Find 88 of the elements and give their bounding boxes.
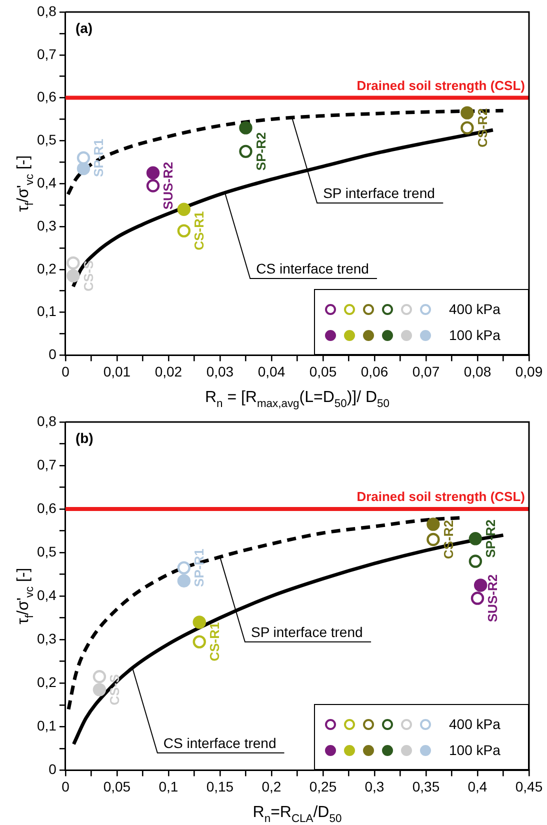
point <box>66 256 80 270</box>
point <box>239 144 252 158</box>
point <box>66 269 80 282</box>
ref-line-label: Drained soil strength (CSL) <box>356 78 525 93</box>
y-tick-label: 0,2 <box>36 260 57 276</box>
x-tick-label: 0,06 <box>360 363 388 380</box>
x-tick-label: 0,03 <box>206 363 234 380</box>
point <box>177 202 191 216</box>
x-tick-label: 0,04 <box>258 363 286 380</box>
y-axis-title: τf/σ'vc [-] <box>15 155 36 212</box>
x-tick-label: 0,2 <box>262 778 282 794</box>
point <box>146 179 160 192</box>
x-tick-label: 0,4 <box>468 778 488 794</box>
y-tick-label: 0 <box>48 346 57 362</box>
y-tick-label: 0,7 <box>36 46 57 62</box>
y-tick-label: 0,2 <box>36 674 57 690</box>
x-tick-label: 0,02 <box>154 363 182 380</box>
legend-label: 400 kPa <box>449 716 500 732</box>
point <box>468 554 482 568</box>
annotation: CS interface trend <box>163 734 276 751</box>
point <box>92 670 106 684</box>
x-tick-label: 0,3 <box>364 778 384 794</box>
point <box>146 166 160 180</box>
y-tick-label: 0,3 <box>36 217 57 234</box>
x-tick-label: 0 <box>62 363 70 380</box>
x-tick-label: 0,15 <box>206 778 234 794</box>
x-tick-label: 0,09 <box>515 363 543 380</box>
legend-label: 100 kPa <box>449 327 500 344</box>
x-tick-label: 0,05 <box>103 778 131 794</box>
point <box>76 162 90 176</box>
text: (a) <box>75 20 93 36</box>
point <box>460 106 474 120</box>
point <box>192 616 206 629</box>
annotation: CS interface trend <box>256 260 369 276</box>
annotation: SP interface trend <box>250 624 363 640</box>
y-tick-label: 0,7 <box>36 456 57 472</box>
y-tick-label: 0,8 <box>36 2 57 19</box>
annotation: CS-R2 <box>474 108 490 148</box>
point <box>192 635 206 648</box>
annotation: CS-S <box>80 260 96 292</box>
x-tick-label: 0,35 <box>412 778 440 794</box>
x-tick-label: 0 <box>62 778 70 794</box>
y-tick-label: 0,5 <box>36 543 57 560</box>
point <box>92 683 106 696</box>
x-tick-label: 0,45 <box>515 778 543 794</box>
y-tick-label: 0,6 <box>36 88 57 105</box>
y-tick-label: 0 <box>48 761 57 778</box>
x-tick-label: 0,05 <box>309 363 337 380</box>
point <box>76 151 90 164</box>
y-tick-label: 0,1 <box>36 718 57 734</box>
annotation: CS-R1 <box>206 622 222 662</box>
annotation: SP interface trend <box>323 184 435 201</box>
annotation: SP-R2 <box>483 520 498 558</box>
x-tick-label: 0,25 <box>309 778 337 794</box>
point <box>177 561 191 574</box>
point <box>177 574 191 588</box>
point <box>177 224 191 238</box>
point <box>460 121 474 134</box>
y-tick-label: 0,4 <box>36 174 57 190</box>
y-tick-label: 0,8 <box>36 412 57 429</box>
legend-label: 400 kPa <box>449 301 500 318</box>
annotation: SP-R1 <box>91 138 106 178</box>
annotation: CS-R1 <box>192 211 206 250</box>
x-tick-label: 0,01 <box>103 363 131 380</box>
x-tick-label: 0,07 <box>412 363 440 380</box>
annotation: CS-R2 <box>440 520 456 560</box>
annotation: SP-R1 <box>192 548 206 587</box>
y-axis-title: τf/σ'vc [-] <box>15 568 36 624</box>
annotation: SP-R2 <box>253 132 268 171</box>
point <box>470 592 484 605</box>
annotation: SUS-R2 <box>160 162 176 210</box>
legend-label: 100 kPa <box>449 742 500 758</box>
text: (b) <box>75 430 94 446</box>
y-tick-label: 0,4 <box>36 586 57 603</box>
point <box>239 121 252 134</box>
point <box>426 518 440 531</box>
x-tick-label: 0,1 <box>158 778 178 794</box>
annotation: SUS-R2 <box>485 574 500 622</box>
y-tick-label: 0,5 <box>36 132 57 148</box>
point <box>474 578 488 592</box>
ref-line-label: Drained soil strength (CSL) <box>356 489 525 504</box>
y-tick-label: 0,6 <box>36 500 57 516</box>
x-tick-label: 0,08 <box>464 363 492 380</box>
y-tick-label: 0,1 <box>36 303 57 320</box>
point <box>468 532 482 546</box>
y-tick-label: 0,3 <box>36 630 57 646</box>
point <box>426 532 440 546</box>
annotation: CS-S <box>107 674 122 706</box>
